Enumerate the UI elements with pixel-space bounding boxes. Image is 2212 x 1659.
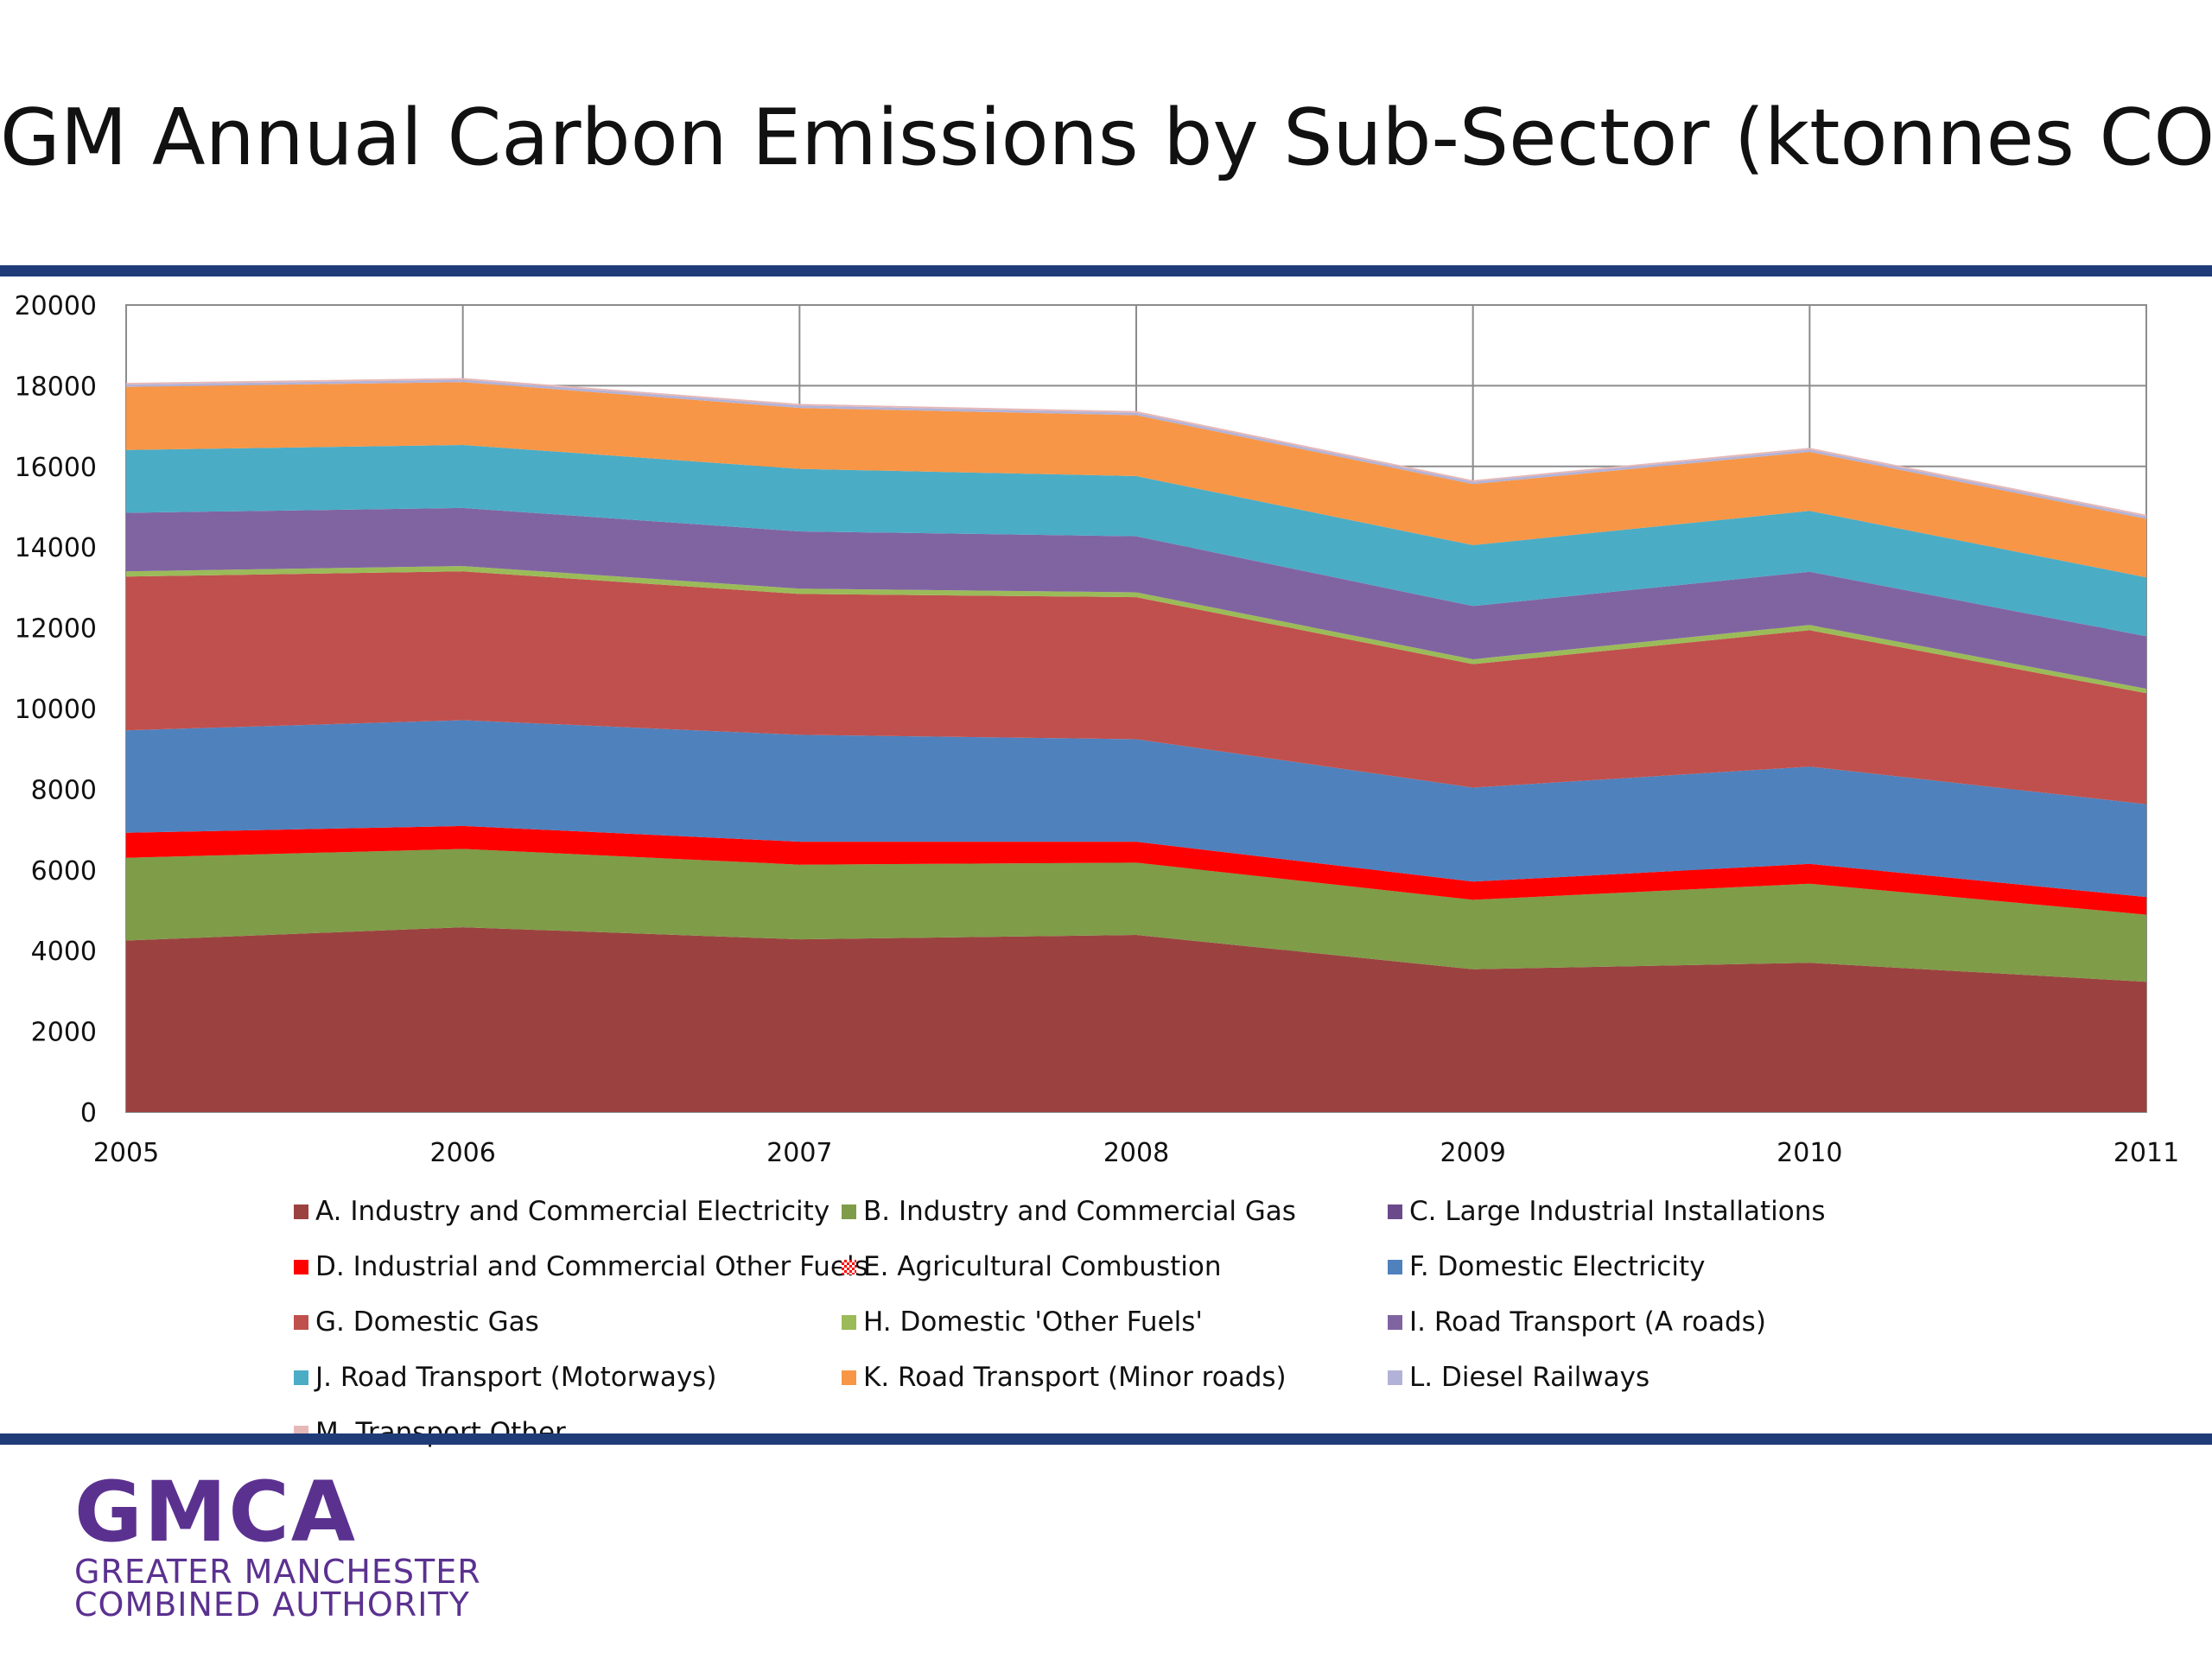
- x-tick-label: 2005: [93, 1138, 159, 1168]
- legend-label: G. Domestic Gas: [315, 1306, 539, 1338]
- y-tick-label: 12000: [15, 614, 97, 645]
- axes: 0 2000 4000 6000 8000 10000 12000 14000 16000 180…: [15, 291, 2180, 1168]
- slide-title: GM Annual Carbon Emissions by Sub-Sector…: [0, 92, 2212, 183]
- legend-item: D. Industrial and Commercial Other Fuels: [294, 1249, 868, 1284]
- legend-swatch: [842, 1370, 856, 1385]
- legend-swatch: [842, 1204, 856, 1219]
- legend-item: F. Domestic Electricity: [1388, 1249, 1705, 1284]
- x-tick-label: 2010: [1777, 1138, 1842, 1168]
- area-series-k: [126, 382, 2146, 578]
- series-areas: [126, 378, 2146, 1112]
- x-tick-label: 2008: [1103, 1138, 1169, 1168]
- legend-item: H. Domestic 'Other Fuels': [842, 1305, 1203, 1339]
- area-series-d: [126, 825, 2146, 915]
- legend-swatch: [1388, 1204, 1402, 1219]
- footer-rule: [0, 1433, 2212, 1445]
- legend-label: K. Road Transport (Minor roads): [863, 1362, 1287, 1393]
- y-tick-label: 6000: [31, 856, 97, 887]
- area-series-j: [126, 445, 2146, 637]
- legend-item: C. Large Industrial Installations: [1388, 1194, 1826, 1229]
- area-series-a: [126, 927, 2146, 1112]
- x-tick-label: 2006: [429, 1138, 495, 1168]
- legend-item: K. Road Transport (Minor roads): [842, 1360, 1287, 1395]
- y-tick-label: 2000: [31, 1018, 97, 1048]
- area-series-b: [126, 849, 2146, 982]
- y-tick-label: 8000: [31, 775, 97, 805]
- legend-swatch: [294, 1370, 308, 1385]
- legend-item: I. Road Transport (A roads): [1388, 1305, 1766, 1339]
- area-series-g: [126, 571, 2146, 804]
- legend-item: L. Diesel Railways: [1388, 1360, 1649, 1395]
- legend-label: M. Transport Other: [315, 1417, 566, 1448]
- area-series-f: [126, 720, 2146, 898]
- legend-label: D. Industrial and Commercial Other Fuels: [315, 1251, 868, 1282]
- legend-item: M. Transport Other: [294, 1415, 566, 1450]
- legend-item: B. Industry and Commercial Gas: [842, 1194, 1296, 1229]
- legend-label: C. Large Industrial Installations: [1409, 1196, 1826, 1227]
- logo-line-1: GREATER MANCHESTER: [74, 1553, 481, 1591]
- legend-label: J. Road Transport (Motorways): [315, 1362, 717, 1393]
- x-tick-label: 2007: [766, 1138, 832, 1168]
- legend-item: G. Domestic Gas: [294, 1305, 539, 1339]
- y-tick-label: 16000: [15, 453, 97, 483]
- legend-swatch: [1388, 1259, 1402, 1274]
- legend-item: J. Road Transport (Motorways): [294, 1360, 716, 1395]
- legend-label: H. Domestic 'Other Fuels': [863, 1306, 1203, 1338]
- legend-item: E. Agricultural Combustion: [842, 1249, 1222, 1284]
- legend-label: L. Diesel Railways: [1409, 1362, 1650, 1393]
- legend-swatch: [1388, 1370, 1402, 1385]
- y-tick-label: 4000: [31, 937, 97, 967]
- legend-label: A. Industry and Commercial Electricity: [315, 1196, 830, 1227]
- logo-mark: GMCA: [74, 1464, 358, 1560]
- legend-swatch: [842, 1259, 856, 1274]
- legend-label: I. Road Transport (A roads): [1409, 1306, 1766, 1338]
- legend-label: B. Industry and Commercial Gas: [863, 1196, 1296, 1227]
- legend-label: E. Agricultural Combustion: [863, 1251, 1222, 1282]
- x-tick-label: 2009: [1440, 1138, 1505, 1168]
- area-series-i: [126, 507, 2146, 690]
- y-tick-label: 0: [80, 1098, 97, 1128]
- legend-swatch: [294, 1259, 308, 1274]
- gmca-logo: GMCA GREATER MANCHESTER COMBINED AUTHORI…: [74, 1469, 481, 1621]
- legend-swatch: [1388, 1314, 1402, 1330]
- header-rule: [0, 265, 2212, 276]
- y-tick-label: 14000: [15, 533, 97, 563]
- y-tick-label: 10000: [15, 695, 97, 725]
- stacked-area-chart: 0 2000 4000 6000 8000 10000 12000 14000 16000 180…: [15, 291, 2180, 1168]
- legend-item: A. Industry and Commercial Electricity: [294, 1194, 830, 1229]
- x-tick-label: 2011: [2113, 1138, 2179, 1168]
- y-tick-label: 20000: [15, 291, 97, 321]
- legend-swatch: [294, 1314, 308, 1330]
- legend-label: F. Domestic Electricity: [1409, 1251, 1706, 1282]
- y-tick-label: 18000: [15, 372, 97, 402]
- logo-line-2: COMBINED AUTHORITY: [74, 1586, 470, 1624]
- legend-swatch: [842, 1314, 856, 1330]
- legend-swatch: [294, 1204, 308, 1219]
